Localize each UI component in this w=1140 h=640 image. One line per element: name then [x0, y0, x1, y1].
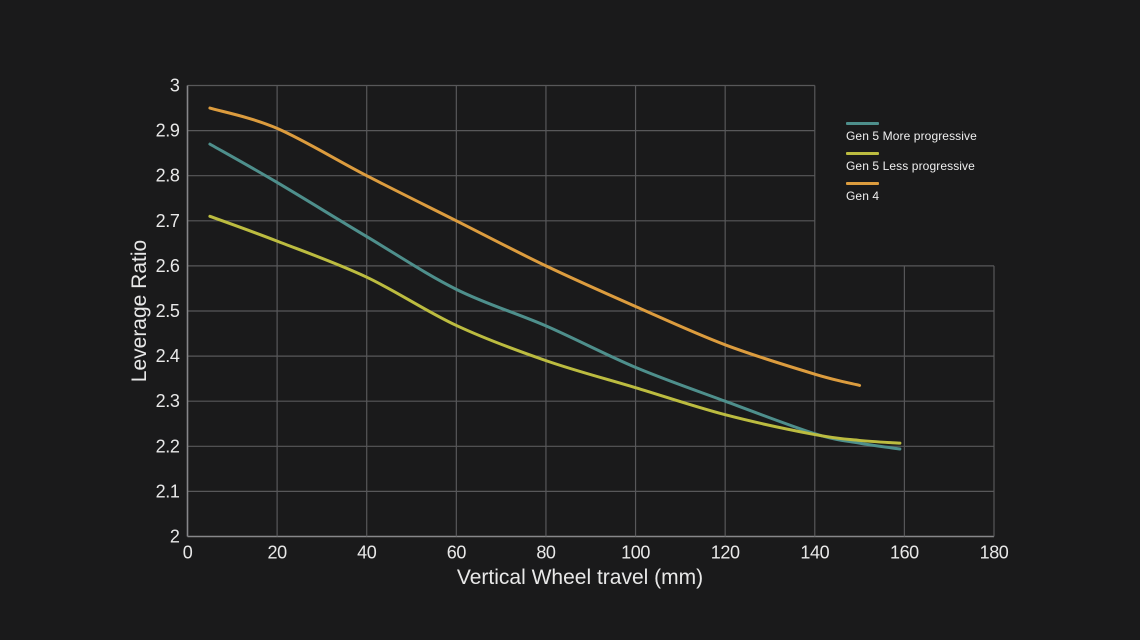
y-tick-label: 2.7	[156, 211, 180, 231]
x-tick-label: 160	[890, 543, 919, 563]
y-tick-label: 2.9	[156, 121, 180, 141]
y-tick-label: 2.4	[156, 346, 180, 366]
y-tick-label: 2.8	[156, 166, 180, 186]
y-tick-label: 3	[170, 76, 180, 96]
y-tick-label: 2.6	[156, 256, 180, 276]
legend-swatch-gen5-less	[846, 152, 879, 155]
x-tick-label: 40	[357, 543, 377, 563]
y-tick-label: 2.1	[156, 481, 180, 501]
y-tick-label: 2.5	[156, 301, 180, 321]
legend-item-gen4: Gen 4	[846, 182, 977, 203]
x-tick-label: 140	[800, 543, 829, 563]
x-tick-label: 80	[536, 543, 556, 563]
legend-swatch-gen5-more	[846, 122, 879, 125]
x-tick-label: 100	[621, 543, 650, 563]
series-line-1	[208, 214, 902, 445]
y-tick-label: 2	[170, 527, 180, 547]
legend: Gen 5 More progressive Gen 5 Less progre…	[846, 122, 977, 212]
y-axis-title: Leverage Ratio	[128, 239, 151, 383]
legend-label-gen5-less: Gen 5 Less progressive	[846, 159, 975, 173]
series-line-0	[208, 142, 902, 451]
legend-swatch-gen4	[846, 182, 879, 185]
x-axis-title: Vertical Wheel travel (mm)	[456, 566, 704, 589]
legend-label-gen4: Gen 4	[846, 189, 880, 203]
legend-label-gen5-more: Gen 5 More progressive	[846, 129, 977, 143]
legend-item-gen5-less: Gen 5 Less progressive	[846, 152, 977, 173]
x-tick-label: 60	[447, 543, 467, 563]
x-tick-label: 120	[711, 543, 740, 563]
x-tick-label: 180	[980, 543, 1009, 563]
x-tick-label: 0	[183, 543, 193, 563]
legend-item-gen5-more: Gen 5 More progressive	[846, 122, 977, 143]
y-tick-label: 2.3	[156, 391, 180, 411]
x-tick-label: 20	[267, 543, 287, 563]
y-tick-label: 2.2	[156, 436, 180, 456]
series-line-2	[208, 106, 862, 387]
